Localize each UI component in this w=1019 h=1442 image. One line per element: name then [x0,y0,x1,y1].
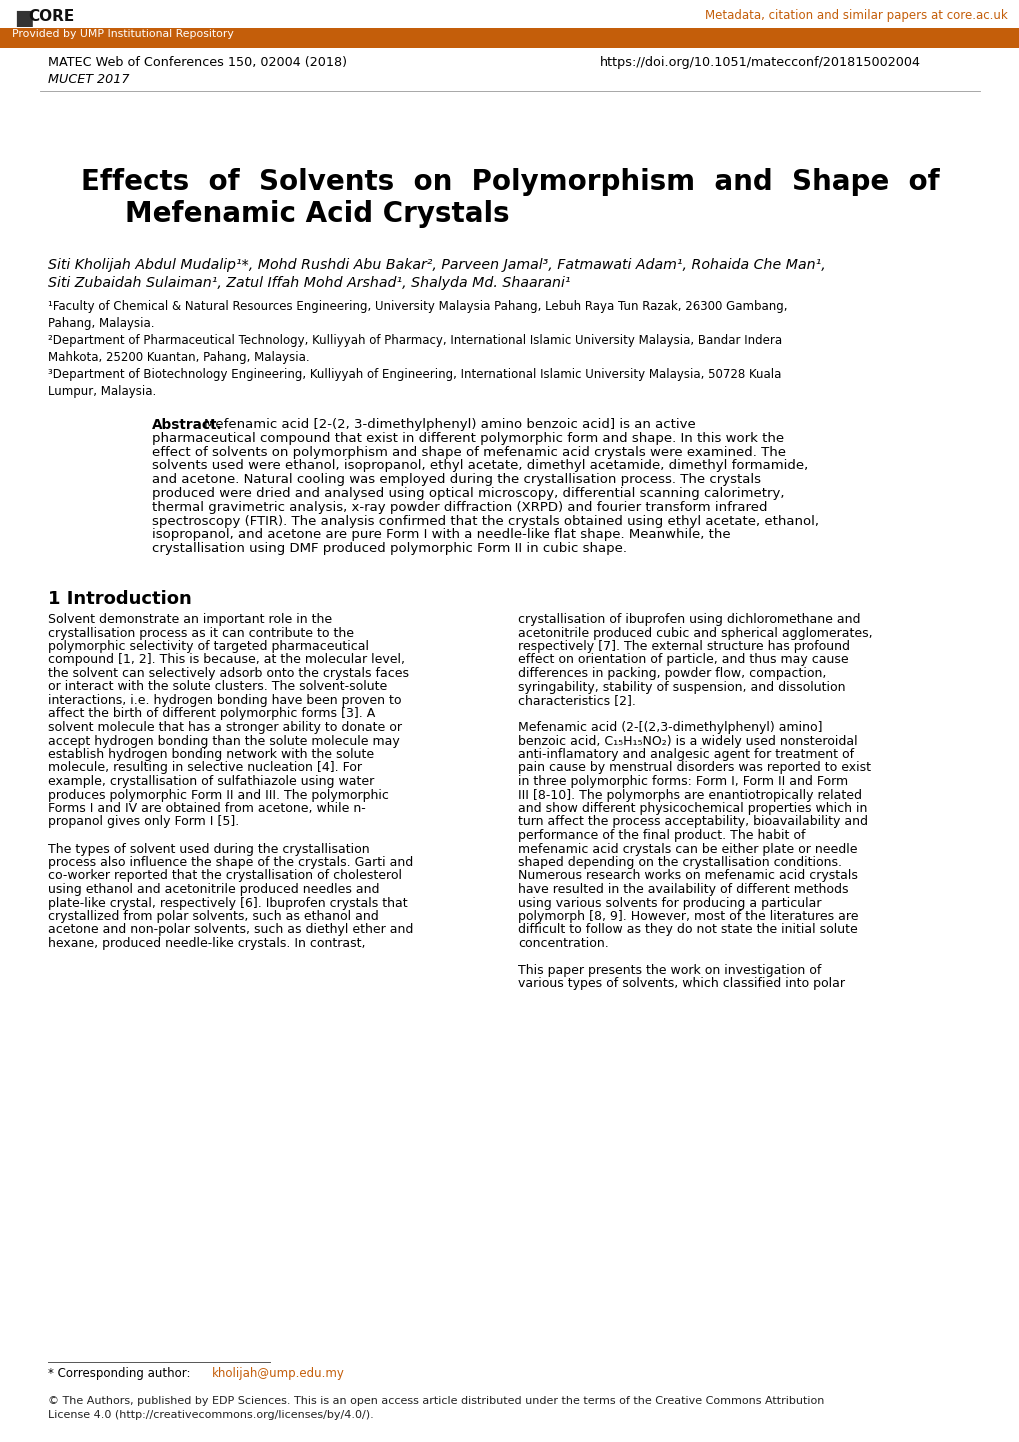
Text: Siti Kholijah Abdul Mudalip¹*, Mohd Rushdi Abu Bakar², Parveen Jamal³, Fatmawati: Siti Kholijah Abdul Mudalip¹*, Mohd Rush… [48,258,825,273]
Text: produces polymorphic Form II and III. The polymorphic: produces polymorphic Form II and III. Th… [48,789,388,802]
Text: Provided by UMP Institutional Repository: Provided by UMP Institutional Repository [12,29,233,39]
Bar [0,27,1019,48]
Text: ²Department of Pharmaceutical Technology, Kulliyyah of Pharmacy, International I: ²Department of Pharmaceutical Technology… [48,335,782,363]
Text: pharmaceutical compound that exist in different polymorphic form and shape. In t: pharmaceutical compound that exist in di… [152,431,784,444]
Text: crystallisation of ibuprofen using dichloromethane and: crystallisation of ibuprofen using dichl… [518,613,860,626]
Text: various types of solvents, which classified into polar: various types of solvents, which classif… [518,978,844,991]
Text: Numerous research works on mefenamic acid crystals: Numerous research works on mefenamic aci… [518,870,857,883]
Text: isopropanol, and acetone are pure Form I with a needle-like flat shape. Meanwhil: isopropanol, and acetone are pure Form I… [152,528,730,541]
Text: ¹Faculty of Chemical & Natural Resources Engineering, University Malaysia Pahang: ¹Faculty of Chemical & Natural Resources… [48,300,787,330]
Text: using various solvents for producing a particular: using various solvents for producing a p… [518,897,820,910]
Text: Solvent demonstrate an important role in the: Solvent demonstrate an important role in… [48,613,332,626]
Text: process also influence the shape of the crystals. Garti and: process also influence the shape of the … [48,857,413,870]
Text: respectively [7]. The external structure has profound: respectively [7]. The external structure… [518,640,849,653]
Text: Mefenamic Acid Crystals: Mefenamic Acid Crystals [125,200,510,228]
Text: propanol gives only Form I [5].: propanol gives only Form I [5]. [48,816,239,829]
Text: and show different physicochemical properties which in: and show different physicochemical prope… [518,802,866,815]
Text: ³Department of Biotechnology Engineering, Kulliyyah of Engineering, Internationa: ³Department of Biotechnology Engineering… [48,368,781,398]
Text: Abstract.: Abstract. [152,418,222,433]
Text: MUCET 2017: MUCET 2017 [48,74,129,87]
Text: concentration.: concentration. [518,937,608,950]
Text: kholijah@ump.edu.my: kholijah@ump.edu.my [212,1367,344,1380]
Text: III [8-10]. The polymorphs are enantiotropically related: III [8-10]. The polymorphs are enantiotr… [518,789,861,802]
Text: hexane, produced needle-like crystals. In contrast,: hexane, produced needle-like crystals. I… [48,937,365,950]
Text: * Corresponding author:: * Corresponding author: [48,1367,194,1380]
Text: pain cause by menstrual disorders was reported to exist: pain cause by menstrual disorders was re… [518,761,870,774]
Text: the solvent can selectively adsorb onto the crystals faces: the solvent can selectively adsorb onto … [48,668,409,681]
Text: produced were dried and analysed using optical microscopy, differential scanning: produced were dried and analysed using o… [152,487,784,500]
Text: effect of solvents on polymorphism and shape of mefenamic acid crystals were exa: effect of solvents on polymorphism and s… [152,446,786,459]
Text: CORE: CORE [28,9,74,25]
Text: crystallisation using DMF produced polymorphic Form II in cubic shape.: crystallisation using DMF produced polym… [152,542,627,555]
Text: turn affect the process acceptability, bioavailability and: turn affect the process acceptability, b… [518,816,867,829]
Text: polymorphic selectivity of targeted pharmaceutical: polymorphic selectivity of targeted phar… [48,640,369,653]
Text: differences in packing, powder flow, compaction,: differences in packing, powder flow, com… [518,668,825,681]
Text: molecule, resulting in selective nucleation [4]. For: molecule, resulting in selective nucleat… [48,761,362,774]
Text: characteristics [2].: characteristics [2]. [518,694,635,707]
Text: example, crystallisation of sulfathiazole using water: example, crystallisation of sulfathiazol… [48,774,374,787]
Text: solvent molecule that has a stronger ability to donate or: solvent molecule that has a stronger abi… [48,721,401,734]
Text: Metadata, citation and similar papers at core.ac.uk: Metadata, citation and similar papers at… [704,9,1007,22]
Text: effect on orientation of particle, and thus may cause: effect on orientation of particle, and t… [518,653,848,666]
Text: co-worker reported that the crystallisation of cholesterol: co-worker reported that the crystallisat… [48,870,401,883]
Text: polymorph [8, 9]. However, most of the literatures are: polymorph [8, 9]. However, most of the l… [518,910,858,923]
Text: acetonitrile produced cubic and spherical agglomerates,: acetonitrile produced cubic and spherica… [518,626,872,639]
Text: The types of solvent used during the crystallisation: The types of solvent used during the cry… [48,842,369,855]
Text: syringability, stability of suspension, and dissolution: syringability, stability of suspension, … [518,681,845,694]
Text: crystallized from polar solvents, such as ethanol and: crystallized from polar solvents, such a… [48,910,378,923]
Text: have resulted in the availability of different methods: have resulted in the availability of dif… [518,883,848,895]
Text: 1 Introduction: 1 Introduction [48,590,192,609]
Text: MATEC Web of Conferences 150, 02004 (2018): MATEC Web of Conferences 150, 02004 (201… [48,56,346,69]
Text: mefenamic acid crystals can be either plate or needle: mefenamic acid crystals can be either pl… [518,842,857,855]
Text: This paper presents the work on investigation of: This paper presents the work on investig… [518,965,820,978]
Text: Effects  of  Solvents  on  Polymorphism  and  Shape  of: Effects of Solvents on Polymorphism and … [81,169,938,196]
Text: acetone and non-polar solvents, such as diethyl ether and: acetone and non-polar solvents, such as … [48,923,413,936]
Text: interactions, i.e. hydrogen bonding have been proven to: interactions, i.e. hydrogen bonding have… [48,694,401,707]
Text: © The Authors, published by EDP Sciences. This is an open access article distrib: © The Authors, published by EDP Sciences… [48,1396,823,1419]
Text: using ethanol and acetonitrile produced needles and: using ethanol and acetonitrile produced … [48,883,379,895]
Text: and acetone. Natural cooling was employed during the crystallisation process. Th: and acetone. Natural cooling was employe… [152,473,760,486]
Text: or interact with the solute clusters. The solvent-solute: or interact with the solute clusters. Th… [48,681,387,694]
Text: compound [1, 2]. This is because, at the molecular level,: compound [1, 2]. This is because, at the… [48,653,405,666]
Text: shaped depending on the crystallisation conditions.: shaped depending on the crystallisation … [518,857,841,870]
Text: in three polymorphic forms: Form I, Form II and Form: in three polymorphic forms: Form I, Form… [518,774,847,787]
Text: difficult to follow as they do not state the initial solute: difficult to follow as they do not state… [518,923,857,936]
Text: Forms I and IV are obtained from acetone, while n-: Forms I and IV are obtained from acetone… [48,802,366,815]
Text: plate-like crystal, respectively [6]. Ibuprofen crystals that: plate-like crystal, respectively [6]. Ib… [48,897,408,910]
Text: ■: ■ [14,9,34,27]
Text: anti-inflamatory and analgesic agent for treatment of: anti-inflamatory and analgesic agent for… [518,748,853,761]
Text: spectroscopy (FTIR). The analysis confirmed that the crystals obtained using eth: spectroscopy (FTIR). The analysis confir… [152,515,818,528]
Text: performance of the final product. The habit of: performance of the final product. The ha… [518,829,805,842]
Text: Mefenamic acid (2-[(2,3-dimethylphenyl) amino]: Mefenamic acid (2-[(2,3-dimethylphenyl) … [518,721,821,734]
Text: solvents used were ethanol, isopropanol, ethyl acetate, dimethyl acetamide, dime: solvents used were ethanol, isopropanol,… [152,460,807,473]
Text: affect the birth of different polymorphic forms [3]. A: affect the birth of different polymorphi… [48,708,375,721]
Text: crystallisation process as it can contribute to the: crystallisation process as it can contri… [48,626,354,639]
Text: https://doi.org/10.1051/matecconf/201815002004: https://doi.org/10.1051/matecconf/201815… [599,56,920,69]
Text: Mefenamic acid [2-(2, 3-dimethylphenyl) amino benzoic acid] is an active: Mefenamic acid [2-(2, 3-dimethylphenyl) … [204,418,695,431]
Text: benzoic acid, C₁₅H₁₅NO₂) is a widely used nonsteroidal: benzoic acid, C₁₅H₁₅NO₂) is a widely use… [518,734,857,747]
Text: establish hydrogen bonding network with the solute: establish hydrogen bonding network with … [48,748,374,761]
Text: accept hydrogen bonding than the solute molecule may: accept hydrogen bonding than the solute … [48,734,399,747]
Text: Siti Zubaidah Sulaiman¹, Zatul Iffah Mohd Arshad¹, Shalyda Md. Shaarani¹: Siti Zubaidah Sulaiman¹, Zatul Iffah Moh… [48,275,570,290]
Text: thermal gravimetric analysis, x-ray powder diffraction (XRPD) and fourier transf: thermal gravimetric analysis, x-ray powd… [152,500,766,513]
